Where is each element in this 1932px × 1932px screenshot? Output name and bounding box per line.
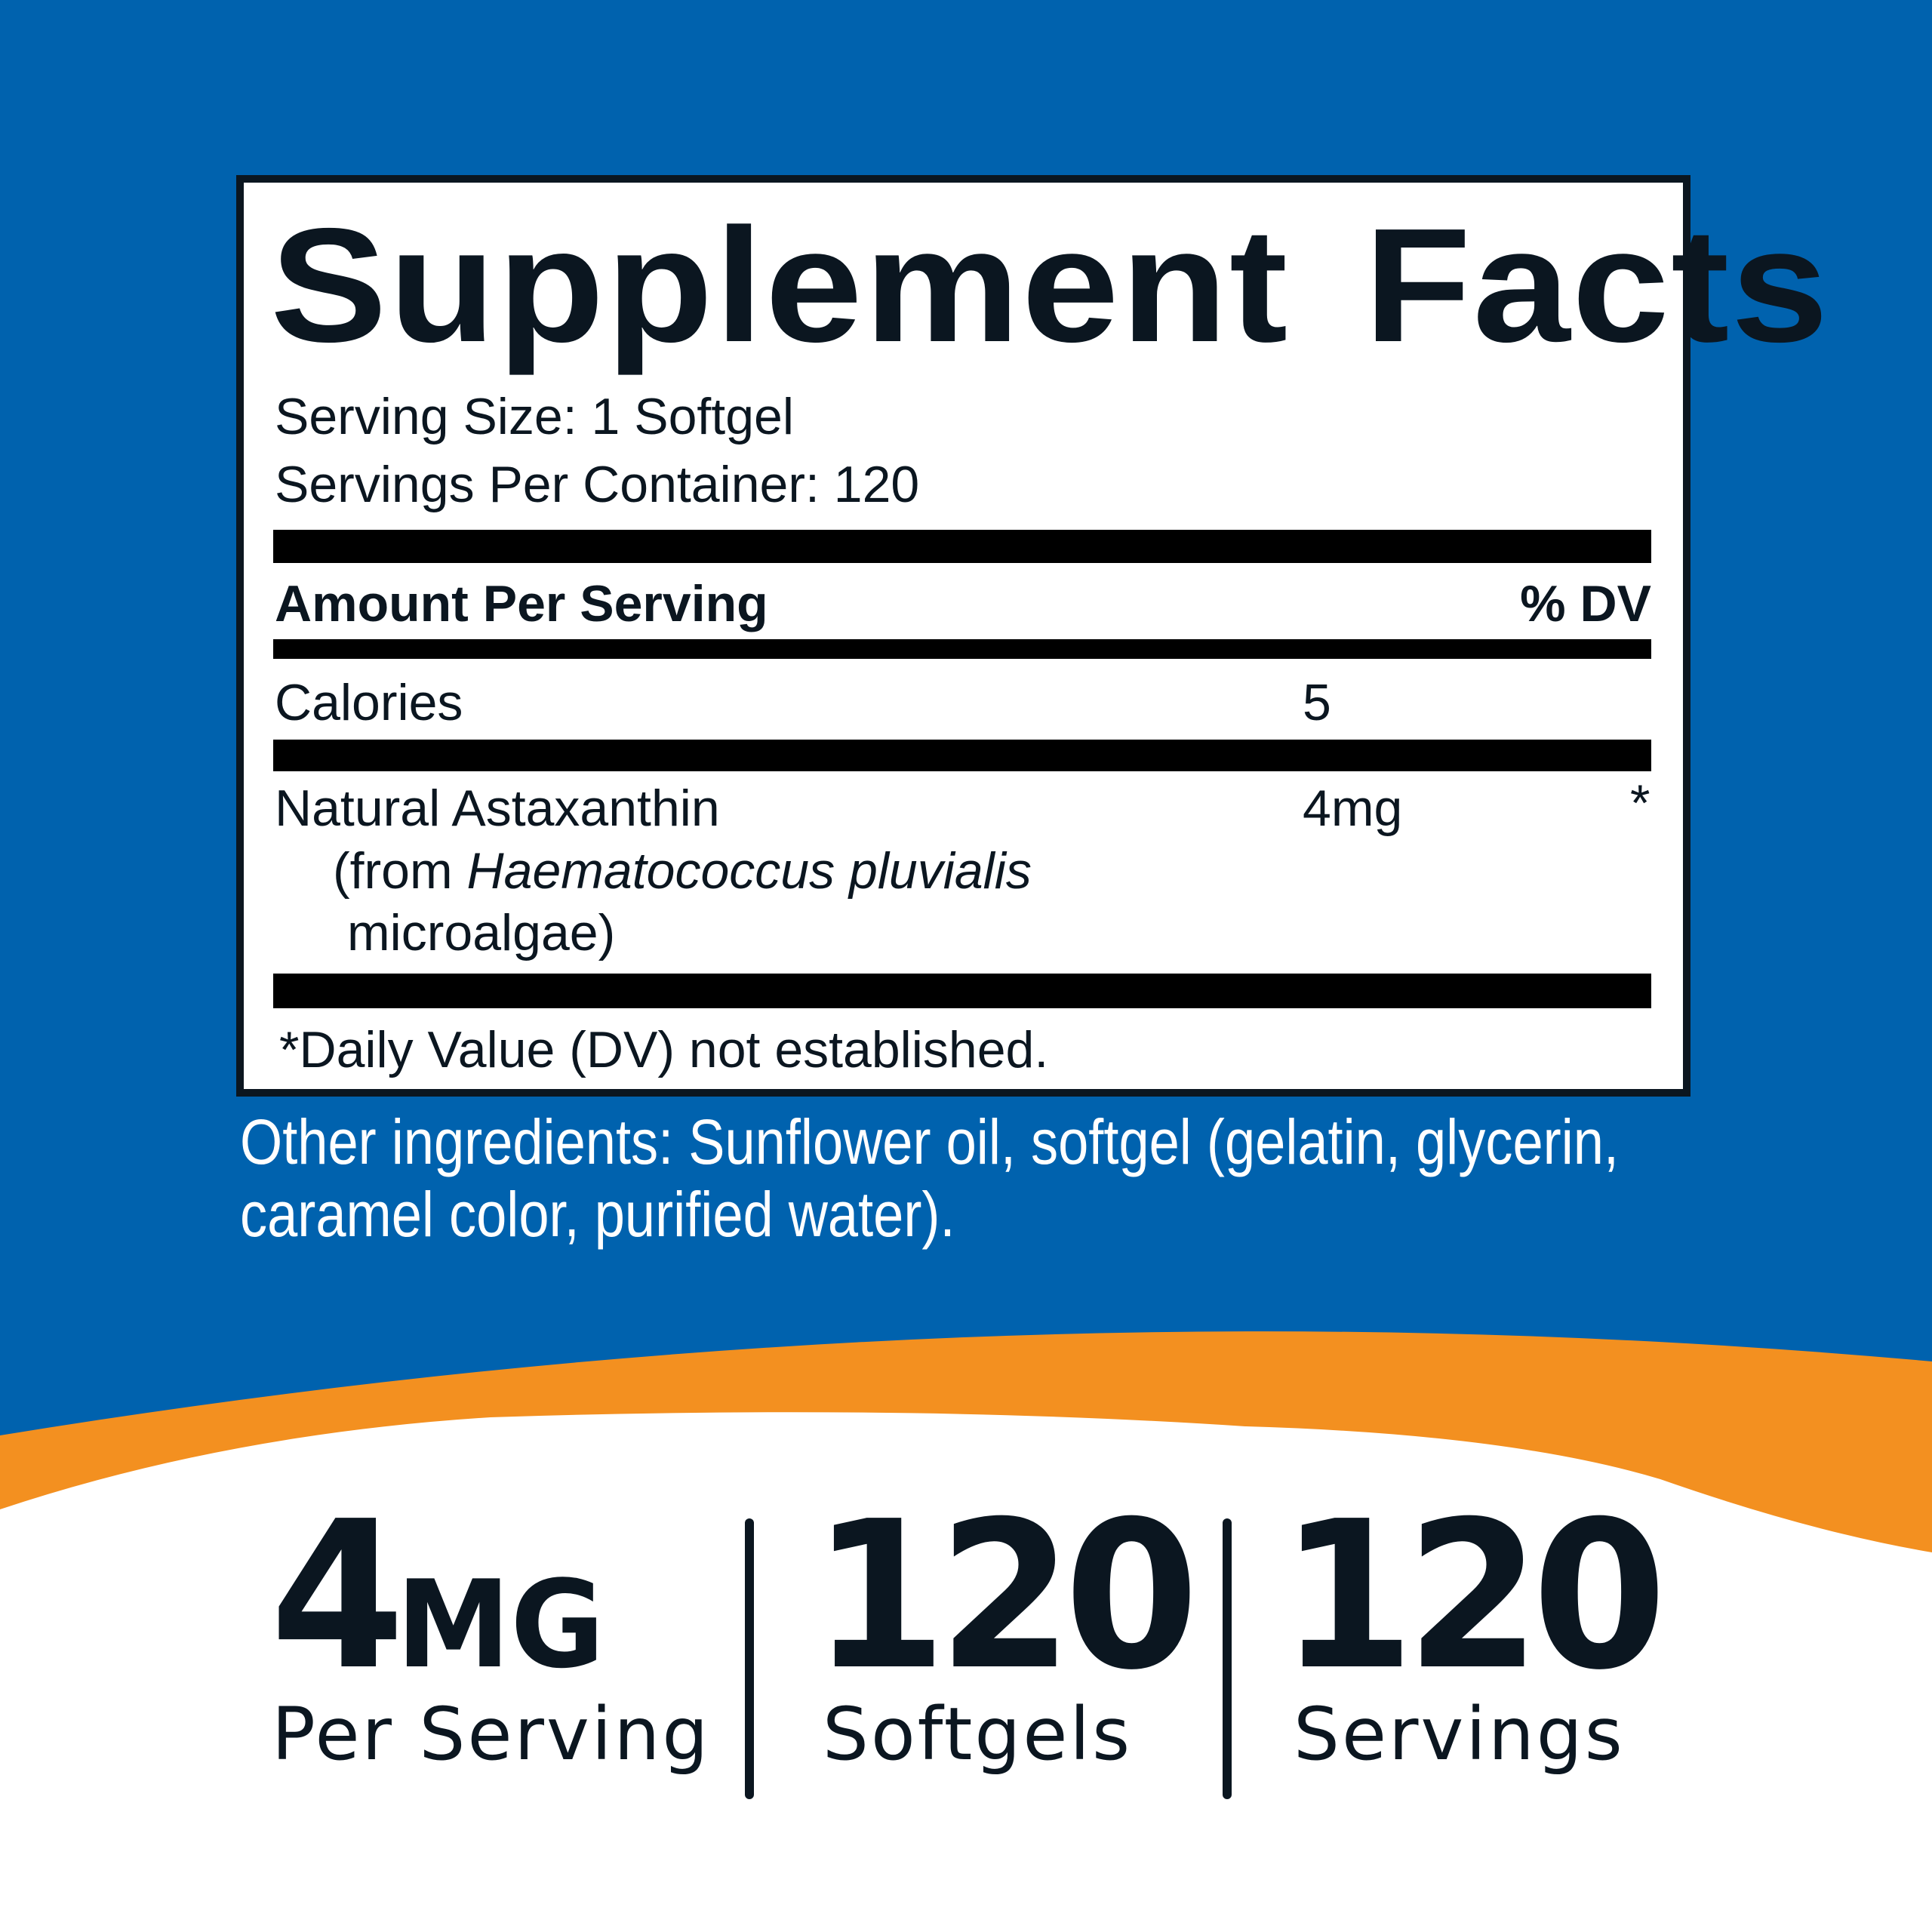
other-ingredients: Other ingredients: Sunflower oil, softge… — [240, 1106, 1619, 1251]
row-calories-amount: 5 — [1303, 674, 1331, 731]
row-astaxanthin-amount: 4mg — [1303, 780, 1403, 837]
servings-per-container: Servings Per Container: 120 — [275, 456, 920, 513]
highlight-amount-value: 4 — [270, 1477, 405, 1715]
vertical-divider — [745, 1518, 754, 1799]
header-dv: % DV — [1520, 575, 1651, 632]
highlight-amount-label: Per Serving — [272, 1692, 711, 1777]
other-ingredients-line1: Other ingredients: Sunflower oil, softge… — [240, 1106, 1619, 1177]
header-amount-per-serving: Amount Per Serving — [275, 575, 768, 632]
divider-thick — [273, 530, 1651, 563]
row-astaxanthin-name: Natural Astaxanthin — [275, 780, 720, 837]
highlight-amount: 4MG — [270, 1494, 605, 1698]
highlight-softgels-label: Softgels — [823, 1692, 1133, 1777]
highlight-amount-unit: MG — [396, 1554, 605, 1695]
other-ingredients-line2: caramel color, purified water). — [240, 1179, 955, 1250]
source-prefix: (from — [333, 842, 467, 900]
facts-title: Supplement Facts — [270, 194, 1830, 376]
serving-size: Serving Size: 1 Softgel — [275, 388, 794, 445]
row-astaxanthin-dv: * — [1630, 774, 1651, 832]
footnote: *Daily Value (DV) not established. — [279, 1021, 1049, 1078]
divider-thick — [273, 740, 1651, 771]
source-species: Haematococcus pluvialis — [466, 842, 1032, 900]
row-calories-name: Calories — [275, 674, 463, 731]
row-astaxanthin-source-suffix: microalgae) — [347, 904, 616, 961]
row-astaxanthin-source: (from Haematococcus pluvialis — [333, 845, 1032, 897]
supplement-facts-panel — [236, 175, 1690, 1097]
highlight-softgels-value: 120 — [812, 1477, 1199, 1715]
white-bottom-area — [0, 1412, 1932, 1932]
divider-thick — [273, 974, 1651, 1008]
divider-medium — [273, 639, 1651, 659]
highlight-servings-label: Servings — [1294, 1692, 1625, 1777]
vertical-divider — [1223, 1518, 1232, 1799]
highlight-servings-value: 120 — [1280, 1477, 1667, 1715]
